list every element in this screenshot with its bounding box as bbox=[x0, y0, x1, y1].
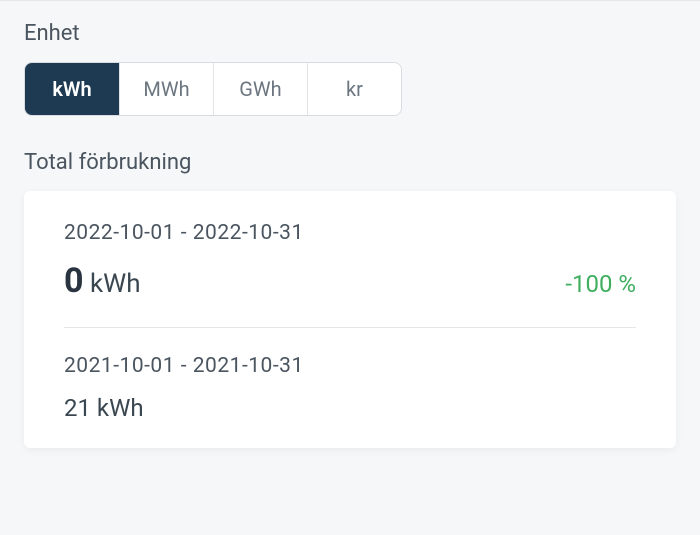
previous-period-block: 2021-10-01 - 2021-10-31 21 kWh bbox=[64, 354, 636, 422]
current-value-number: 0 bbox=[64, 261, 84, 301]
unit-option-kr[interactable]: kr bbox=[307, 63, 401, 115]
unit-option-gwh[interactable]: GWh bbox=[213, 63, 307, 115]
delta-percent: -100 % bbox=[565, 270, 636, 298]
consumption-card: 2022-10-01 - 2022-10-31 0 kWh -100 % 202… bbox=[24, 191, 676, 448]
consumption-title: Total förbrukning bbox=[24, 150, 676, 175]
current-period-block: 2022-10-01 - 2022-10-31 0 kWh -100 % bbox=[64, 221, 636, 301]
unit-option-mwh[interactable]: MWh bbox=[119, 63, 213, 115]
unit-label: Enhet bbox=[24, 21, 676, 46]
current-value-unit: kWh bbox=[90, 269, 141, 299]
unit-segmented-control: kWh MWh GWh kr bbox=[24, 62, 402, 116]
previous-value: 21 kWh bbox=[64, 394, 636, 422]
consumption-section: Total förbrukning 2022-10-01 - 2022-10-3… bbox=[24, 150, 676, 448]
unit-section: Enhet kWh MWh GWh kr bbox=[24, 21, 676, 150]
period-divider bbox=[64, 327, 636, 328]
unit-option-kwh[interactable]: kWh bbox=[25, 63, 119, 115]
current-value-row: 0 kWh -100 % bbox=[64, 261, 636, 301]
previous-date-range: 2021-10-01 - 2021-10-31 bbox=[64, 354, 636, 378]
current-value: 0 kWh bbox=[64, 261, 141, 301]
current-date-range: 2022-10-01 - 2022-10-31 bbox=[64, 221, 636, 245]
